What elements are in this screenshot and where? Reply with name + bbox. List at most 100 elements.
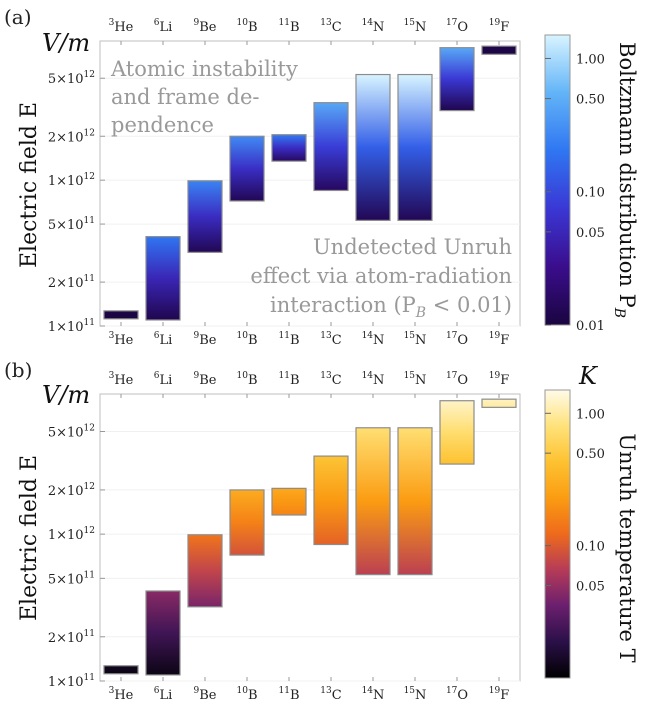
isotope-label-13c: 13C — [320, 18, 341, 35]
isotope-mass: 10 — [236, 371, 248, 381]
isotope-mass: 19 — [489, 18, 501, 28]
isotope-label-11b: 11B — [278, 331, 299, 348]
isotope-label-17o: 17O — [446, 686, 468, 703]
y-tick-mantissa: 1 — [48, 174, 56, 189]
isotope-label-11b: 11B — [278, 371, 299, 388]
isotope-label-3he: 3He — [109, 686, 134, 703]
y-tick-exponent: 12 — [84, 482, 95, 492]
panel-b-y-axis-label: Electric field E — [17, 455, 42, 621]
panel-b-unit-label: V/m — [42, 381, 90, 409]
isotope-element: B — [290, 333, 300, 348]
bar-19f — [481, 45, 517, 55]
isotope-mass: 6 — [154, 371, 160, 381]
isotope-mass: 10 — [236, 331, 248, 341]
colorbar-tick-label: 0.10 — [576, 186, 605, 201]
panel-a-top-labels: 3He 6Li 9Be 10B 11B 13C 14N 15N 17O 19F — [109, 18, 509, 45]
y-tick-times: ×10 — [56, 675, 83, 690]
y-tick-exponent: 11 — [84, 318, 95, 328]
isotope-label-9be: 9Be — [194, 371, 217, 388]
y-tick-exponent: 11 — [84, 274, 95, 284]
bar-9be — [187, 180, 223, 253]
panel-b-bars — [103, 398, 517, 676]
isotope-mass: 17 — [446, 686, 458, 696]
isotope-label-6li: 6Li — [154, 686, 173, 703]
y-tick-label: 2×1012 — [48, 128, 95, 145]
isotope-element: Be — [199, 333, 217, 348]
y-tick-mantissa: 1 — [48, 528, 56, 543]
bar-11b — [271, 134, 307, 162]
y-tick-times: ×10 — [56, 572, 83, 587]
isotope-mass: 11 — [278, 371, 289, 381]
y-tick-times: ×10 — [56, 631, 83, 646]
bar-3he — [103, 310, 139, 320]
isotope-mass: 15 — [404, 331, 416, 341]
isotope-label-15n: 15N — [404, 331, 427, 348]
isotope-mass: 11 — [278, 18, 289, 28]
y-tick-times: ×10 — [56, 130, 83, 145]
isotope-element: Li — [159, 688, 172, 703]
isotope-label-10b: 10B — [236, 371, 257, 388]
undetected-line-3: interaction (PB < 0.01) — [270, 293, 512, 321]
isotope-label-3he: 3He — [109, 331, 134, 348]
isotope-mass: 19 — [489, 331, 501, 341]
isotope-element: B — [290, 688, 300, 703]
isotope-element: B — [248, 688, 258, 703]
isotope-element: F — [500, 20, 509, 35]
isotope-mass: 6 — [154, 331, 160, 341]
y-tick-exponent: 11 — [84, 673, 95, 683]
isotope-element: C — [332, 333, 342, 348]
isotope-element: Be — [199, 373, 217, 388]
panel-a-y-axis-label: Electric field E — [17, 102, 42, 268]
panel-a-colorbar-ticks: 0.01 0.05 0.10 0.50 1.00 — [545, 52, 605, 334]
y-tick-label: 2×1012 — [48, 482, 95, 499]
isotope-element: N — [415, 373, 426, 388]
bar-10b — [229, 135, 265, 202]
isotope-label-3he: 3He — [109, 371, 134, 388]
isotope-mass: 17 — [446, 18, 458, 28]
isotope-mass: 3 — [109, 371, 115, 381]
isotope-element: F — [500, 688, 509, 703]
isotope-element: N — [373, 373, 384, 388]
isotope-label-15n: 15N — [404, 18, 427, 35]
isotope-label-14n: 14N — [362, 18, 385, 35]
y-tick-exponent: 12 — [84, 70, 95, 80]
colorbar-tick-label: 1.00 — [576, 407, 605, 422]
isotope-label-11b: 11B — [278, 18, 299, 35]
bar-11b — [271, 487, 307, 516]
isotope-element: B — [248, 333, 258, 348]
isotope-element: C — [332, 20, 342, 35]
instability-line-2: and frame de- — [111, 85, 259, 109]
isotope-element: B — [290, 20, 300, 35]
isotope-element: Li — [159, 333, 172, 348]
y-tick-exponent: 12 — [84, 128, 95, 138]
isotope-label-3he: 3He — [109, 18, 134, 35]
y-tick-mantissa: 2 — [48, 484, 56, 499]
panel-a-unit-text: V/m — [42, 29, 90, 57]
isotope-mass: 14 — [362, 331, 374, 341]
panel-b: (b) V/m 1×10112×10115×10111×10122×10125×… — [4, 358, 639, 703]
isotope-mass: 11 — [278, 686, 289, 696]
y-tick-mantissa: 2 — [48, 631, 56, 646]
isotope-mass: 15 — [404, 18, 416, 28]
isotope-label-6li: 6Li — [154, 331, 173, 348]
colorbar-tick-label: 0.05 — [576, 579, 605, 594]
y-tick-mantissa: 5 — [48, 72, 56, 87]
isotope-element: N — [415, 333, 426, 348]
y-tick-label: 5×1012 — [48, 70, 95, 87]
isotope-label-19f: 19F — [489, 18, 509, 35]
isotope-label-9be: 9Be — [194, 331, 217, 348]
bar-13c — [313, 102, 349, 192]
isotope-label-13c: 13C — [320, 371, 341, 388]
isotope-element: Be — [199, 688, 217, 703]
panel-b-colorbar-gradient — [544, 389, 571, 679]
y-tick-label: 1×1011 — [48, 673, 95, 690]
isotope-label-19f: 19F — [489, 686, 509, 703]
y-tick-label: 1×1011 — [48, 318, 95, 335]
isotope-label-14n: 14N — [362, 331, 385, 348]
isotope-mass: 13 — [320, 371, 332, 381]
isotope-mass: 10 — [236, 686, 248, 696]
y-tick-times: ×10 — [56, 72, 83, 87]
isotope-label-11b: 11B — [278, 686, 299, 703]
isotope-element: Li — [159, 20, 172, 35]
